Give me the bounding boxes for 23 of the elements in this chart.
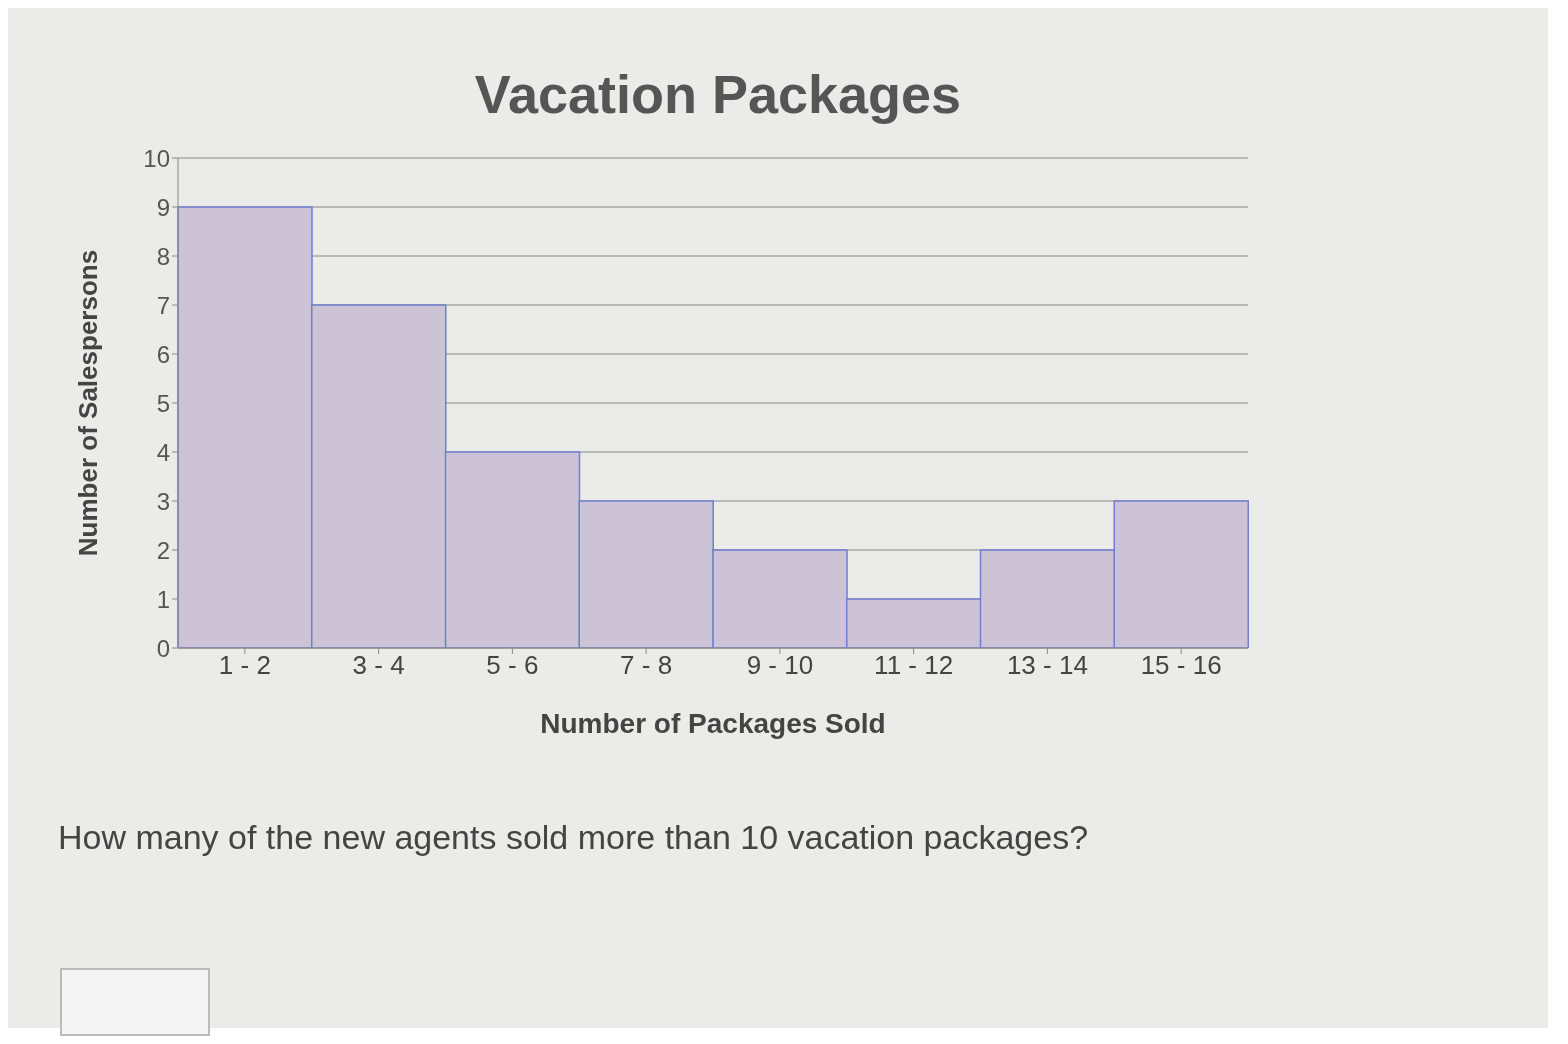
x-tick-label: 1 - 2 [218, 650, 271, 681]
y-tick-label: 7 [156, 291, 170, 319]
chart-title: Vacation Packages [473, 63, 963, 125]
x-tick-label: 3 - 4 [352, 650, 405, 681]
y-tick-label: 1 [156, 585, 170, 613]
y-tick-label: 9 [156, 193, 170, 221]
y-tick-label: 5 [156, 389, 170, 417]
y-tick-label: 3 [156, 487, 170, 515]
y-tick-label: 0 [156, 634, 170, 662]
y-tick-label: 8 [156, 242, 170, 270]
y-tick-label: 10 [143, 144, 170, 172]
y-tick-label: 4 [156, 438, 170, 466]
y-tick-label: 2 [156, 536, 170, 564]
y-tick-label: 6 [156, 340, 170, 368]
x-tick-label: 11 - 12 [874, 650, 954, 681]
y-axis-title: Number of Salespersons [73, 249, 104, 557]
x-tick-label: 5 - 6 [486, 650, 539, 681]
x-tick-label: 7 - 8 [620, 650, 673, 681]
x-tick-label: 9 - 10 [746, 650, 814, 681]
x-tick-label: 15 - 16 [1140, 650, 1222, 681]
text: How many of the new agents sold more than 10 vacation packages? [58, 818, 1089, 857]
x-axis-title: Number of Packages Sold [540, 708, 886, 739]
x-tick-label: 13 - 14 [1006, 650, 1088, 681]
